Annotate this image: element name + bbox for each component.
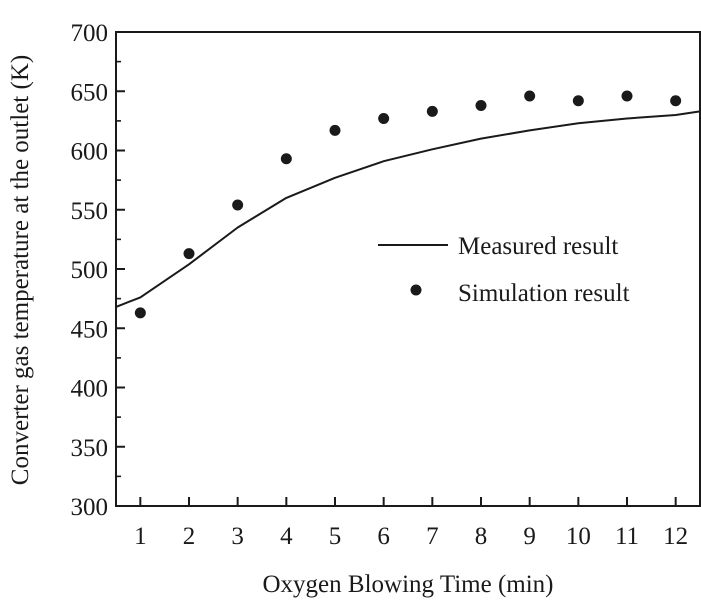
x-tick-label: 12: [663, 523, 688, 550]
x-tick-label: 5: [329, 523, 342, 550]
x-tick-label: 9: [523, 523, 536, 550]
data-point-simulation: [621, 90, 633, 102]
x-tick-label: 4: [280, 523, 293, 550]
data-point-simulation: [426, 105, 438, 117]
plot-frame: [115, 31, 701, 507]
y-tick-label: 350: [71, 435, 109, 462]
data-point-simulation: [232, 199, 244, 211]
y-tick-label: 550: [71, 198, 109, 225]
x-tick-label: 10: [566, 523, 591, 550]
data-point-simulation: [475, 99, 487, 111]
x-tick-label: 1: [134, 523, 147, 550]
y-tick-label: 500: [71, 257, 109, 284]
x-axis-ticks: 1 2 3 4 5 6 7 8 9 10 11 12: [134, 497, 688, 550]
legend-dot-swatch: [410, 284, 422, 296]
y-tick-label: 450: [71, 316, 109, 343]
y-tick-label: 400: [71, 376, 109, 403]
data-point-simulation: [572, 95, 584, 107]
x-tick-label: 11: [615, 523, 639, 550]
data-point-simulation: [378, 113, 390, 125]
y-tick-label: 700: [71, 20, 109, 47]
data-point-simulation: [183, 248, 195, 260]
y-tick-label: 600: [71, 139, 109, 166]
legend: Measured result Simulation result: [378, 233, 630, 307]
x-tick-label: 2: [183, 523, 196, 550]
x-axis-label: Oxygen Blowing Time (min): [263, 571, 554, 598]
series-layer: [115, 90, 701, 319]
y-axis-ticks: 300 350 400 450 500 550 600 650 700: [71, 20, 125, 521]
y-axis-label: Converter gas temperature at the outlet …: [7, 55, 34, 485]
y-tick-label: 300: [71, 494, 109, 521]
x-tick-label: 6: [377, 523, 390, 550]
data-point-simulation: [524, 90, 536, 102]
series-line-measured: [115, 110, 701, 308]
data-point-simulation: [280, 153, 292, 165]
data-point-simulation: [329, 124, 341, 136]
data-point-simulation: [670, 95, 682, 107]
y-tick-label: 650: [71, 79, 109, 106]
data-point-simulation: [134, 307, 146, 319]
legend-label-measured: Measured result: [458, 233, 618, 260]
x-tick-label: 7: [426, 523, 439, 550]
x-tick-label: 8: [475, 523, 488, 550]
legend-label-simulation: Simulation result: [458, 280, 630, 307]
x-tick-label: 3: [231, 523, 244, 550]
